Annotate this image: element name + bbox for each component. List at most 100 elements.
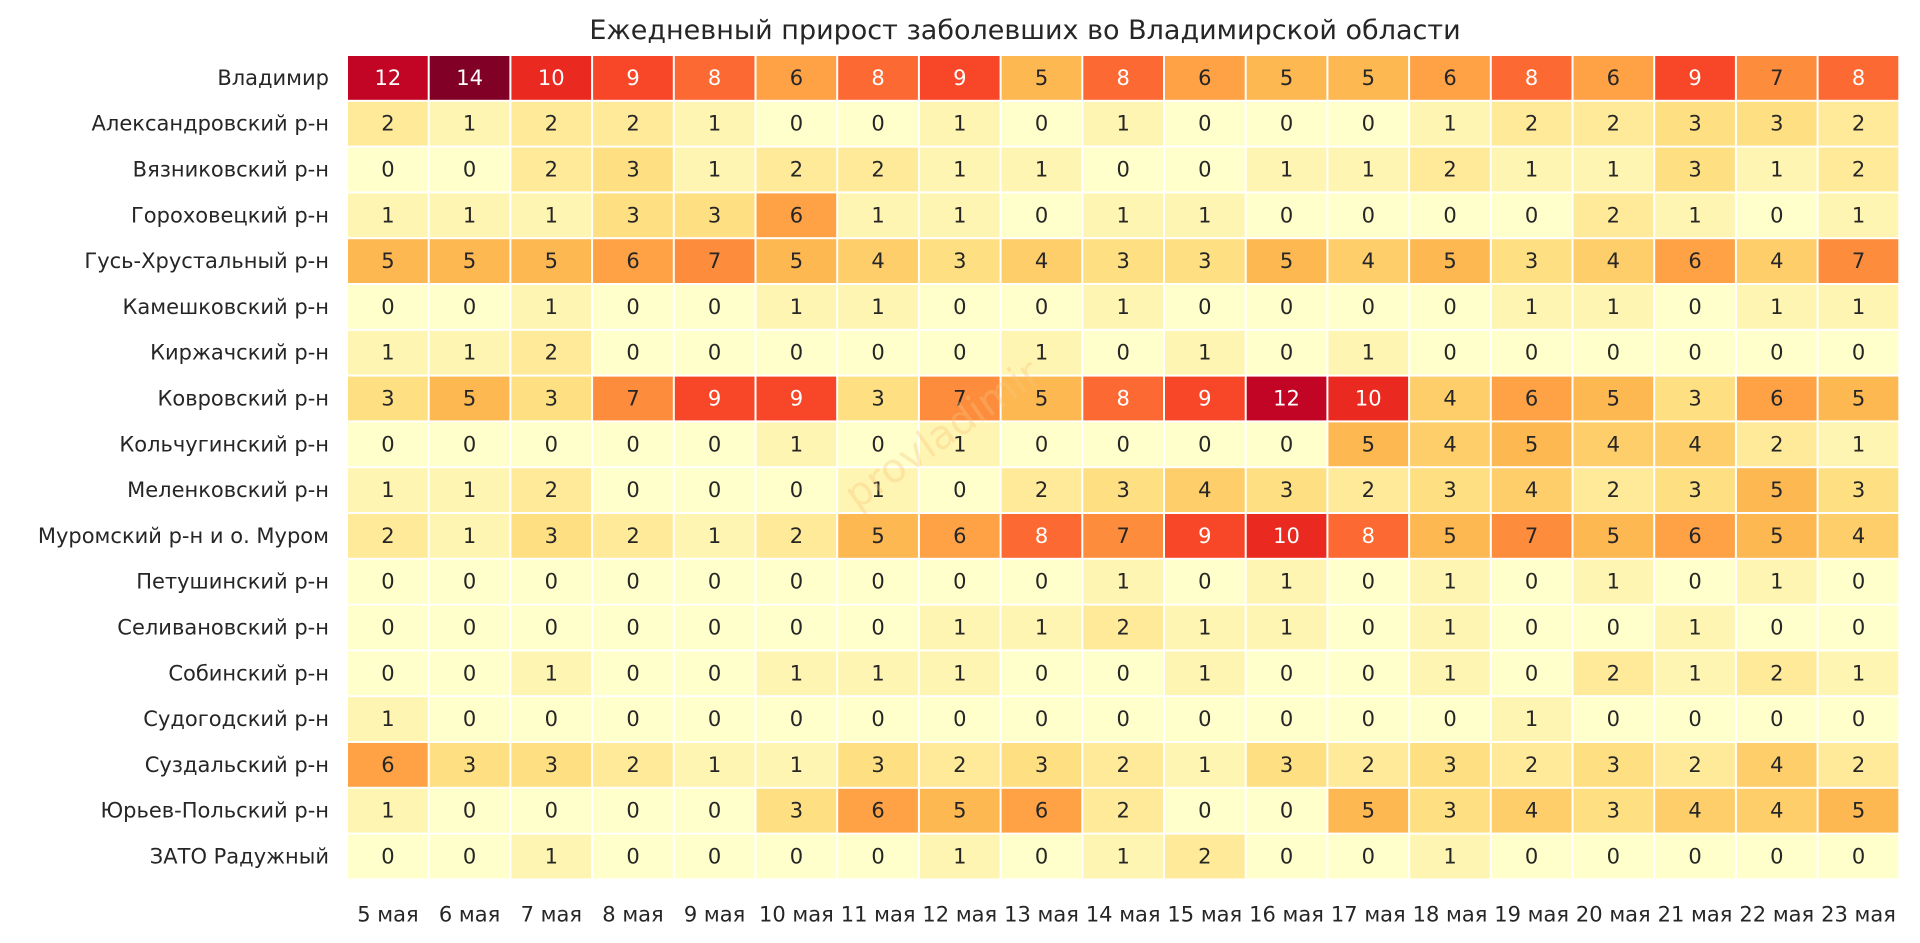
heatmap-cell: [1001, 743, 1082, 787]
heatmap-cell-value: 0: [790, 112, 803, 136]
heatmap-cell: [1246, 468, 1327, 512]
row-label: Кольчугинский р-н: [119, 432, 329, 456]
heatmap-cell-value: 0: [1280, 112, 1293, 136]
heatmap-cell: [838, 330, 918, 375]
heatmap-cell: [1655, 651, 1735, 696]
column-label: 21 мая: [1658, 902, 1733, 926]
row-label: Петушинский р-н: [136, 570, 329, 594]
heatmap-cell-value: 1: [871, 661, 884, 685]
heatmap-cell: [1736, 330, 1817, 375]
heatmap-cell-value: 0: [790, 616, 803, 640]
heatmap-cell: [919, 422, 1000, 467]
heatmap-cell: [593, 605, 673, 650]
column-label: 7 мая: [521, 902, 582, 926]
heatmap-cell: [1246, 101, 1327, 146]
heatmap-cell: [1818, 651, 1899, 696]
heatmap-cell-value: 10: [1355, 387, 1382, 411]
heatmap-cell-value: 0: [463, 570, 476, 594]
column-label: 20 мая: [1576, 902, 1651, 926]
heatmap-cell-value: 8: [1362, 524, 1375, 548]
heatmap-cell: [1573, 834, 1654, 879]
heatmap-cell-value: 12: [375, 66, 402, 90]
heatmap-cell: [919, 376, 1000, 421]
heatmap-cell-value: 3: [708, 203, 721, 227]
heatmap-cell-value: 0: [1198, 112, 1211, 136]
heatmap-cell: [1165, 605, 1245, 650]
row-labels: Владимир Александровский р-н Вязниковский …: [38, 66, 329, 869]
heatmap-cell: [756, 239, 837, 283]
heatmap-cell: [1410, 285, 1490, 329]
heatmap-cell-value: 0: [1525, 661, 1538, 685]
heatmap-cell-value: 3: [545, 753, 558, 777]
heatmap-cell-value: 2: [1362, 753, 1375, 777]
heatmap-cell-value: 2: [871, 158, 884, 182]
heatmap-cell: [1736, 697, 1817, 741]
heatmap-cell: [756, 743, 837, 787]
heatmap-cell-value: 9: [626, 66, 639, 90]
heatmap-cell: [1573, 468, 1654, 512]
heatmap-cell-value: 0: [1852, 570, 1865, 594]
heatmap-cell-value: 0: [463, 432, 476, 456]
row-label: Юрьев-Польский р-н: [100, 799, 329, 823]
heatmap-cell-value: 5: [953, 799, 966, 823]
heatmap-cell-value: 0: [626, 661, 639, 685]
heatmap-cell: [1165, 285, 1245, 329]
heatmap-cell: [756, 330, 837, 375]
heatmap-cell: [1410, 605, 1490, 650]
heatmap-cell: [838, 697, 918, 741]
heatmap-cell-value: 1: [708, 158, 721, 182]
column-label: 16 мая: [1249, 902, 1324, 926]
heatmap-cell-value: 4: [1443, 432, 1456, 456]
heatmap-cell-value: 1: [871, 478, 884, 502]
heatmap-cell: [919, 56, 1000, 100]
heatmap-cell: [1655, 514, 1735, 558]
heatmap-cell-value: 0: [1280, 707, 1293, 731]
heatmap-cell: [756, 788, 837, 833]
heatmap-cell: [674, 834, 755, 879]
heatmap-cell: [838, 422, 918, 467]
heatmap-cell-value: 10: [538, 66, 565, 90]
heatmap-cell-value: 0: [381, 661, 394, 685]
heatmap-cell: [429, 376, 510, 421]
heatmap-cell: [429, 834, 510, 879]
heatmap-cell: [348, 651, 428, 696]
heatmap-cell: [1001, 239, 1082, 283]
heatmap-cell-value: 0: [1280, 203, 1293, 227]
heatmap-cell: [1165, 834, 1245, 879]
heatmap-cell-value: 2: [1035, 478, 1048, 502]
heatmap-cell-value: 3: [1770, 112, 1783, 136]
heatmap-cell: [674, 788, 755, 833]
heatmap-cell: [1083, 422, 1163, 467]
column-label: 12 мая: [922, 902, 997, 926]
heatmap-cell: [1736, 147, 1817, 192]
heatmap-cell-value: 5: [463, 387, 476, 411]
heatmap-cell-value: 5: [871, 524, 884, 548]
heatmap-cell: [1001, 56, 1082, 100]
heatmap-cell-value: 1: [708, 753, 721, 777]
heatmap-cell-value: 0: [1852, 707, 1865, 731]
heatmap-cell: [1410, 422, 1490, 467]
heatmap-cell-value: 1: [1443, 570, 1456, 594]
heatmap-cell: [1491, 330, 1572, 375]
heatmap-cell: [1328, 651, 1409, 696]
heatmap-cell-value: 0: [626, 616, 639, 640]
heatmap-cell: [429, 559, 510, 604]
heatmap-cell: [674, 376, 755, 421]
heatmap-cell-value: 0: [1770, 845, 1783, 869]
heatmap-cell: [1165, 651, 1245, 696]
heatmap-cell: [1246, 193, 1327, 238]
heatmap-cell: [838, 193, 918, 238]
heatmap-cell: [756, 559, 837, 604]
heatmap-cell-value: 0: [708, 432, 721, 456]
heatmap-cell-value: 0: [953, 341, 966, 365]
heatmap-cell: [756, 147, 837, 192]
heatmap-cell: [919, 468, 1000, 512]
heatmap-cell-value: 2: [1443, 158, 1456, 182]
heatmap-cell-value: 0: [381, 616, 394, 640]
heatmap-cell: [1328, 422, 1409, 467]
heatmap-cell: [674, 514, 755, 558]
heatmap-cell: [756, 605, 837, 650]
heatmap-cell: [1165, 514, 1245, 558]
heatmap-cell-value: 1: [1198, 616, 1211, 640]
heatmap-cell: [1165, 468, 1245, 512]
